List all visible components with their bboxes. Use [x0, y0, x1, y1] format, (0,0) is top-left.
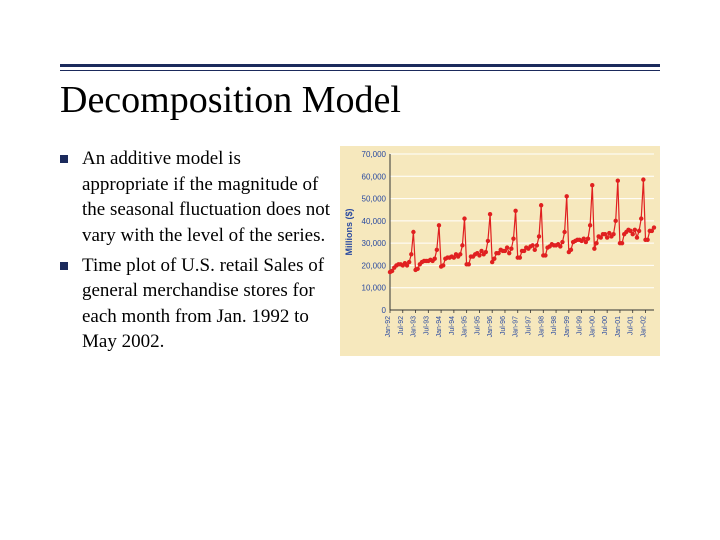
svg-text:70,000: 70,000: [362, 150, 387, 159]
svg-text:Jan-95: Jan-95: [462, 316, 469, 338]
svg-text:50,000: 50,000: [362, 195, 387, 204]
svg-text:30,000: 30,000: [362, 239, 387, 248]
title-rule-thin: [60, 70, 660, 71]
bullet-item: Time plot of U.S. retail Sales of genera…: [60, 253, 332, 356]
content-row: An additive model is appropriate if the …: [60, 146, 660, 359]
svg-text:0: 0: [382, 306, 387, 315]
svg-text:Jul-00: Jul-00: [602, 316, 609, 335]
svg-text:Jul-01: Jul-01: [628, 316, 635, 335]
svg-text:Jan-99: Jan-99: [564, 316, 571, 338]
svg-text:Jan-92: Jan-92: [385, 316, 392, 338]
svg-text:Jan-01: Jan-01: [615, 316, 622, 338]
svg-text:Jul-94: Jul-94: [449, 316, 456, 335]
svg-text:Jan-96: Jan-96: [487, 316, 494, 338]
svg-text:Jul-97: Jul-97: [526, 316, 533, 335]
svg-text:10,000: 10,000: [362, 284, 387, 293]
svg-text:Jul-99: Jul-99: [577, 316, 584, 335]
svg-text:Jan-98: Jan-98: [538, 316, 545, 338]
svg-text:Jul-95: Jul-95: [474, 316, 481, 335]
bullet-square-icon: [60, 262, 68, 270]
svg-text:Jan-02: Jan-02: [640, 316, 647, 338]
bullet-square-icon: [60, 155, 68, 163]
title-rule-thick: [60, 64, 660, 67]
svg-text:Jan-00: Jan-00: [589, 316, 596, 338]
svg-text:40,000: 40,000: [362, 217, 387, 226]
svg-text:Jan-94: Jan-94: [436, 316, 443, 338]
svg-text:Jul-96: Jul-96: [500, 316, 507, 335]
svg-text:Jan-97: Jan-97: [513, 316, 520, 338]
slide-root: Decomposition Model An additive model is…: [0, 0, 720, 540]
svg-text:Millions ($): Millions ($): [344, 208, 354, 255]
svg-text:60,000: 60,000: [362, 172, 387, 181]
svg-text:Jul-98: Jul-98: [551, 316, 558, 335]
bullet-item: An additive model is appropriate if the …: [60, 146, 332, 249]
bullet-text: Time plot of U.S. retail Sales of genera…: [82, 253, 332, 356]
bullet-column: An additive model is appropriate if the …: [60, 146, 332, 359]
svg-text:Jul-92: Jul-92: [398, 316, 405, 335]
svg-text:Jul-93: Jul-93: [423, 316, 430, 335]
time-series-chart: 0 10,000 20,000 30,000 40,000 50,000 60,000 70,…: [340, 146, 660, 356]
chart-column: 0 10,000 20,000 30,000 40,000 50,000 60,000 70,…: [340, 146, 660, 359]
svg-text:Jan-93: Jan-93: [411, 316, 418, 338]
bullet-text: An additive model is appropriate if the …: [82, 146, 332, 249]
slide-title: Decomposition Model: [60, 78, 660, 122]
svg-text:20,000: 20,000: [362, 261, 387, 270]
